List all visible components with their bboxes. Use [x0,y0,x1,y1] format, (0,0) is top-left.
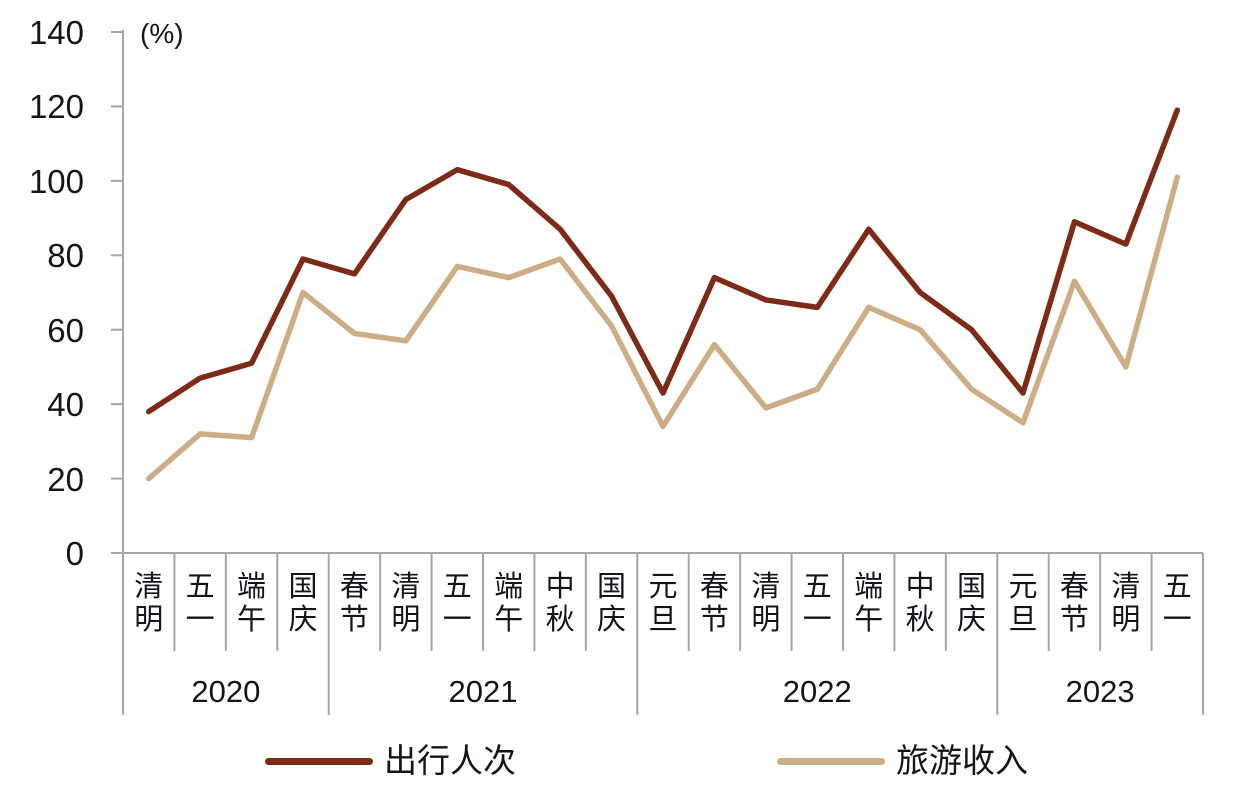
legend-line-swatch-trips [265,757,373,765]
x-axis-year-label: 2022 [782,674,852,709]
y-axis-tick-label: 120 [28,88,84,126]
legend-line-swatch-revenue [777,757,885,765]
x-axis-holiday-label: 清明 [1111,571,1141,636]
x-axis-year-label: 2021 [448,674,518,709]
legend-item-revenue: 旅游收入 [777,744,1028,778]
x-axis-holiday-label: 国庆 [597,571,627,636]
y-axis-tick-label: 0 [65,535,84,572]
x-axis-holiday-label: 清明 [751,571,781,636]
y-axis-tick-label: 40 [47,386,84,424]
x-axis-holiday-label: 元旦 [648,571,678,636]
y-axis-tick-label: 80 [47,237,84,275]
x-axis-holiday-label: 春节 [1059,571,1089,636]
y-axis-unit-label: (%) [140,18,184,49]
legend-label-revenue: 旅游收入 [896,742,1028,779]
x-axis-holiday-label: 清明 [391,571,421,636]
x-axis-holiday-label: 五一 [185,571,215,636]
y-axis-tick-label: 140 [28,14,84,51]
x-axis-holiday-label: 春节 [699,571,729,636]
y-axis-tick-label: 60 [47,311,84,349]
x-axis-holiday-label: 五一 [1162,571,1192,636]
x-axis-holiday-label: 端午 [854,571,884,636]
series-line-revenue [145,174,1181,482]
y-axis-tick-label: 100 [28,162,84,200]
x-axis-holiday-label: 国庆 [288,571,318,636]
x-axis-holiday-label: 春节 [339,571,369,636]
x-axis-holiday-label: 中秋 [545,571,575,636]
x-axis-holiday-label: 元旦 [1008,571,1038,636]
x-axis-holiday-label: 清明 [134,571,164,636]
legend-item-trips: 出行人次 [265,744,516,778]
x-axis-holiday-label: 五一 [442,571,472,636]
x-axis-holiday-label: 端午 [494,571,524,636]
x-axis-holiday-label: 中秋 [905,571,935,636]
x-axis-holiday-label: 端午 [237,571,267,636]
x-axis-year-label: 2020 [191,674,261,709]
series-line-trips [145,107,1181,415]
legend-label-trips: 出行人次 [384,742,516,779]
x-axis-holiday-label: 国庆 [957,571,987,636]
x-axis-year-label: 2023 [1065,674,1135,709]
y-axis-tick-label: 20 [47,460,84,498]
x-axis-holiday-label: 五一 [802,571,832,636]
